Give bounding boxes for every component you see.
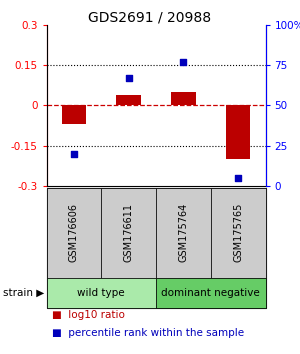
Text: GSM175764: GSM175764 — [178, 203, 188, 262]
Bar — [61, 105, 86, 124]
Point — [236, 175, 241, 181]
Text: GSM176606: GSM176606 — [69, 203, 79, 262]
Point — [71, 151, 76, 156]
Text: wild type: wild type — [77, 288, 125, 298]
Bar — [171, 92, 196, 105]
Bar — [226, 105, 250, 159]
Point — [181, 59, 186, 65]
Text: strain ▶: strain ▶ — [3, 288, 44, 298]
Point — [126, 75, 131, 81]
Text: ■  percentile rank within the sample: ■ percentile rank within the sample — [52, 328, 244, 338]
Text: GSM176611: GSM176611 — [124, 203, 134, 262]
Text: GDS2691 / 20988: GDS2691 / 20988 — [88, 11, 212, 25]
Text: dominant negative: dominant negative — [161, 288, 260, 298]
Bar — [116, 95, 141, 105]
Text: ■  log10 ratio: ■ log10 ratio — [52, 310, 125, 320]
Text: GSM175765: GSM175765 — [233, 203, 243, 262]
